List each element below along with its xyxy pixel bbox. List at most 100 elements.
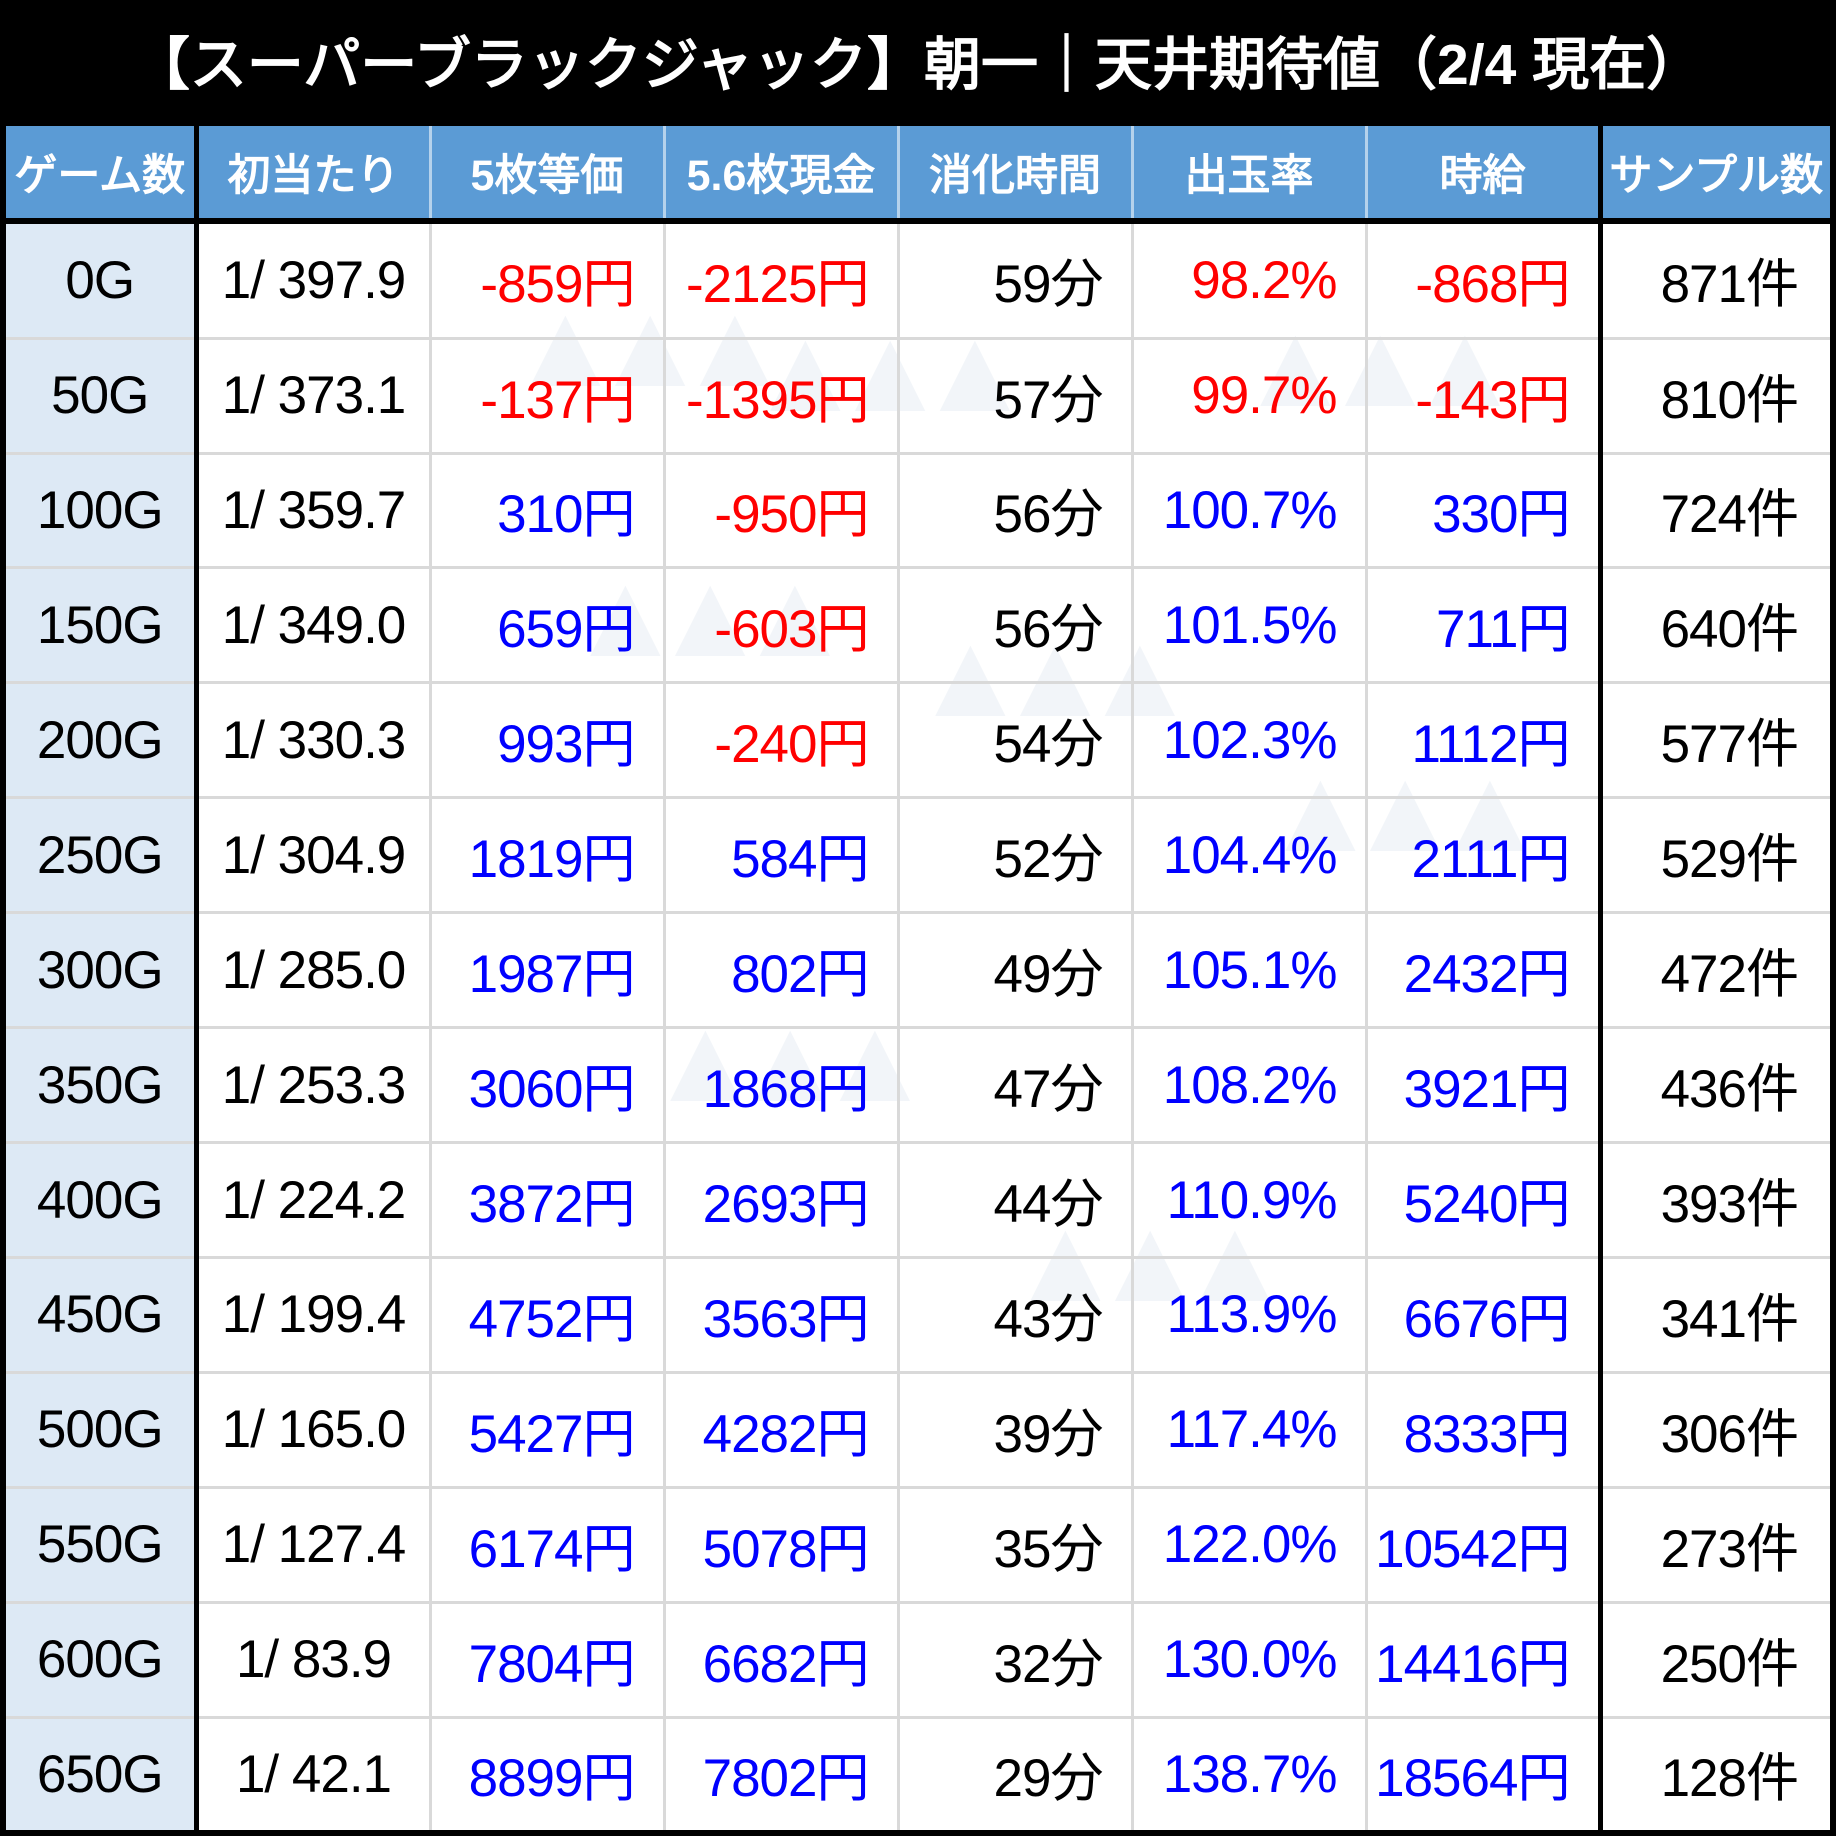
cell-play-time: 49分 (898, 912, 1134, 1030)
column-header-games: ゲーム数 (6, 126, 199, 224)
table-row: 0G 1/ 397.9 -859円 -2125円 59分 98.2% -868円 871件 (6, 221, 1830, 340)
table-body: 0G 1/ 397.9 -859円 -2125円 59分 98.2% -868円 871件 50… (6, 221, 1830, 1830)
cell-games: 300G (6, 912, 199, 1030)
cell-payout-rate: 101.5% (1132, 567, 1368, 685)
table-row: 600G 1/ 83.9 7804円 6682円 32分 130.0% 14416円 250件 (6, 1602, 1830, 1719)
cell-first-hit: 1/ 165.0 (196, 1372, 432, 1489)
cell-first-hit: 1/ 359.7 (196, 453, 432, 570)
cell-eq-5coin: 3872円 (430, 1142, 666, 1259)
expected-value-table-container: ▲▲▲ ▲▲▲ ▲▲▲ ▲▲▲ ▲▲▲ ▲▲▲ ▲▲▲ ▲▲▲ ゲーム数 初当たり 5枚等価 5.6… (0, 120, 1836, 1836)
cell-first-hit: 1/ 330.3 (196, 682, 432, 800)
cell-play-time: 32分 (898, 1602, 1134, 1719)
cell-games: 400G (6, 1142, 199, 1259)
cell-play-time: 35分 (898, 1487, 1134, 1604)
cell-games: 200G (6, 682, 199, 800)
cell-cash-5-6coin: 7802円 (664, 1717, 900, 1830)
cell-cash-5-6coin: 802円 (664, 912, 900, 1030)
cell-games: 450G (6, 1257, 199, 1374)
cell-samples: 341件 (1600, 1257, 1830, 1374)
cell-hourly-rate: -143円 (1366, 338, 1603, 455)
cell-payout-rate: 104.4% (1132, 797, 1368, 915)
table-row: 450G 1/ 199.4 4752円 3563円 43分 113.9% 6676円 341件 (6, 1257, 1830, 1374)
cell-hourly-rate: 330円 (1366, 453, 1603, 570)
cell-play-time: 57分 (898, 338, 1134, 455)
cell-games: 550G (6, 1487, 199, 1604)
cell-samples: 529件 (1600, 797, 1830, 915)
table-row: 250G 1/ 304.9 1819円 584円 52分 104.4% 2111円 529件 (6, 797, 1830, 915)
cell-first-hit: 1/ 285.0 (196, 912, 432, 1030)
cell-eq-5coin: 310円 (430, 453, 666, 570)
cell-hourly-rate: 8333円 (1366, 1372, 1603, 1489)
table-row: 500G 1/ 165.0 5427円 4282円 39分 117.4% 8333円 306件 (6, 1372, 1830, 1489)
cell-first-hit: 1/ 224.2 (196, 1142, 432, 1259)
cell-play-time: 54分 (898, 682, 1134, 800)
cell-eq-5coin: 3060円 (430, 1027, 666, 1145)
cell-play-time: 44分 (898, 1142, 1134, 1259)
header-row: ゲーム数 初当たり 5枚等価 5.6枚現金 消化時間 出玉率 時給 サンプル数 (6, 126, 1830, 224)
column-header-first-hit: 初当たり (196, 126, 432, 224)
cell-eq-5coin: 7804円 (430, 1602, 666, 1719)
cell-hourly-rate: 6676円 (1366, 1257, 1603, 1374)
cell-payout-rate: 138.7% (1132, 1717, 1368, 1830)
cell-cash-5-6coin: 4282円 (664, 1372, 900, 1489)
cell-cash-5-6coin: 3563円 (664, 1257, 900, 1374)
cell-play-time: 39分 (898, 1372, 1134, 1489)
cell-cash-5-6coin: -1395円 (664, 338, 900, 455)
cell-hourly-rate: 18564円 (1366, 1717, 1603, 1830)
cell-first-hit: 1/ 349.0 (196, 567, 432, 685)
page-title: 【スーパーブラックジャック】朝一｜天井期待値（2/4 現在） (132, 33, 1704, 97)
cell-hourly-rate: 2111円 (1366, 797, 1603, 915)
table-row: 550G 1/ 127.4 6174円 5078円 35分 122.0% 10542円 273… (6, 1487, 1830, 1604)
cell-games: 0G (6, 221, 199, 340)
table-row: 150G 1/ 349.0 659円 -603円 56分 101.5% 711円 640件 (6, 567, 1830, 685)
table-row: 300G 1/ 285.0 1987円 802円 49分 105.1% 2432円 472件 (6, 912, 1830, 1030)
cell-first-hit: 1/ 373.1 (196, 338, 432, 455)
cell-hourly-rate: 5240円 (1366, 1142, 1603, 1259)
cell-cash-5-6coin: 1868円 (664, 1027, 900, 1145)
cell-eq-5coin: 8899円 (430, 1717, 666, 1830)
cell-first-hit: 1/ 253.3 (196, 1027, 432, 1145)
cell-samples: 436件 (1600, 1027, 1830, 1145)
cell-cash-5-6coin: 584円 (664, 797, 900, 915)
cell-eq-5coin: 5427円 (430, 1372, 666, 1489)
column-header-samples: サンプル数 (1600, 126, 1830, 224)
cell-samples: 724件 (1600, 453, 1830, 570)
cell-games: 350G (6, 1027, 199, 1145)
table-row: 50G 1/ 373.1 -137円 -1395円 57分 99.7% -143円 810件 (6, 338, 1830, 455)
cell-games: 600G (6, 1602, 199, 1719)
cell-play-time: 47分 (898, 1027, 1134, 1145)
cell-payout-rate: 99.7% (1132, 338, 1368, 455)
cell-payout-rate: 105.1% (1132, 912, 1368, 1030)
cell-hourly-rate: 10542円 (1366, 1487, 1603, 1604)
cell-play-time: 52分 (898, 797, 1134, 915)
cell-cash-5-6coin: -603円 (664, 567, 900, 685)
cell-play-time: 29分 (898, 1717, 1134, 1830)
cell-payout-rate: 100.7% (1132, 453, 1368, 570)
cell-eq-5coin: 659円 (430, 567, 666, 685)
cell-games: 650G (6, 1717, 199, 1830)
cell-eq-5coin: 1987円 (430, 912, 666, 1030)
cell-hourly-rate: 1112円 (1366, 682, 1603, 800)
cell-first-hit: 1/ 199.4 (196, 1257, 432, 1374)
cell-samples: 306件 (1600, 1372, 1830, 1489)
cell-first-hit: 1/ 42.1 (196, 1717, 432, 1830)
cell-samples: 128件 (1660, 1749, 1799, 1809)
cell-hourly-rate: 2432円 (1366, 912, 1603, 1030)
cell-samples: 273件 (1600, 1487, 1830, 1604)
cell-payout-rate: 102.3% (1132, 682, 1368, 800)
cell-samples: 577件 (1600, 682, 1830, 800)
cell-first-hit: 1/ 397.9 (196, 221, 432, 340)
cell-games: 500G (6, 1372, 199, 1489)
cell-cash-5-6coin: 5078円 (664, 1487, 900, 1604)
table-row: 100G 1/ 359.7 310円 -950円 56分 100.7% 330円 724件 (6, 453, 1830, 570)
cell-payout-rate: 110.9% (1132, 1142, 1368, 1259)
cell-payout-rate: 108.2% (1132, 1027, 1368, 1145)
column-header-cash-5-6coin: 5.6枚現金 (664, 126, 900, 224)
column-header-hourly-rate: 時給 (1366, 126, 1603, 224)
cell-eq-5coin: -137円 (430, 338, 666, 455)
cell-first-hit: 1/ 127.4 (196, 1487, 432, 1604)
column-header-payout-rate: 出玉率 (1132, 126, 1368, 224)
cell-games: 50G (6, 338, 199, 455)
cell-games: 150G (6, 567, 199, 685)
table-row: 200G 1/ 330.3 993円 -240円 54分 102.3% 1112円 577件 (6, 682, 1830, 800)
